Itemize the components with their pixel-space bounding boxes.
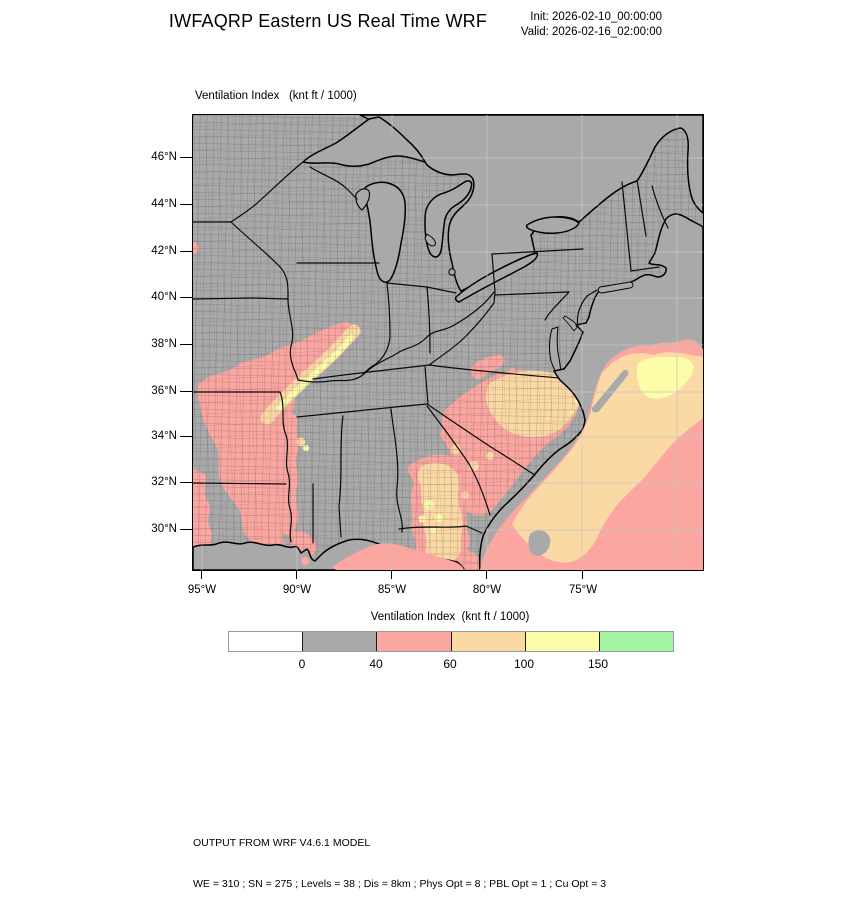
map-canvas bbox=[193, 115, 703, 570]
colorbar bbox=[228, 631, 674, 652]
lon-tick bbox=[486, 571, 488, 579]
lat-tick bbox=[180, 482, 193, 484]
delaware-bay bbox=[562, 315, 579, 332]
lat-tick-label: 44°N bbox=[151, 198, 177, 210]
lat-tick bbox=[180, 251, 193, 253]
valid-time: Valid: 2026-02-16_02:00:00 bbox=[520, 25, 662, 38]
colorbar-tick-label: 0 bbox=[298, 657, 306, 671]
lat-tick-label: 34°N bbox=[151, 430, 177, 442]
lat-tick bbox=[180, 344, 193, 346]
lake-st-clair bbox=[448, 268, 456, 276]
lat-tick bbox=[180, 391, 193, 393]
lake-ontario bbox=[525, 216, 580, 234]
run-times: Init: 2026-02-10_00:00:00 Valid: 2026-02… bbox=[521, 10, 662, 39]
model-info-line1: OUTPUT FROM WRF V4.6.1 MODEL bbox=[193, 837, 371, 850]
lon-tick-label: 95°W bbox=[187, 584, 217, 596]
lat-tick-label: 38°N bbox=[151, 338, 177, 350]
lon-tick-label: 80°W bbox=[472, 584, 502, 596]
init-time: Init: 2026-02-10_00:00:00 bbox=[530, 11, 662, 23]
lon-tick bbox=[296, 571, 298, 579]
lat-tick-label: 46°N bbox=[151, 151, 177, 163]
lake-erie bbox=[454, 252, 539, 303]
lon-tick bbox=[582, 571, 584, 579]
lon-tick bbox=[391, 571, 393, 579]
lat-tick-label: 30°N bbox=[151, 523, 177, 535]
lon-tick bbox=[201, 571, 203, 579]
colorbar-segment bbox=[229, 632, 303, 651]
wrf-plot-page: { "colors": { "gray": "#a9a9a9", "pink":… bbox=[151, 10, 704, 890]
field-label: Ventilation Index (knt ft / 1000) bbox=[195, 90, 357, 102]
green-bay bbox=[355, 188, 371, 211]
lat-tick-label: 36°N bbox=[151, 385, 177, 397]
map-frame bbox=[192, 114, 704, 571]
lon-tick-label: 90°W bbox=[282, 584, 312, 596]
lake-superior bbox=[302, 116, 426, 167]
colorbar-tick-label: 60 bbox=[443, 657, 457, 671]
model-info: OUTPUT FROM WRF V4.6.1 MODEL WE = 310 ; … bbox=[193, 810, 606, 905]
colorbar-tick-label: 40 bbox=[369, 657, 383, 671]
colorbar-segment bbox=[302, 632, 377, 651]
colorbar-tick-label: 100 bbox=[513, 657, 535, 671]
lat-tick-label: 40°N bbox=[151, 291, 177, 303]
colorbar-segment bbox=[376, 632, 451, 651]
colorbar-segment bbox=[598, 632, 674, 651]
page-title: IWFAQRP Eastern US Real Time WRF bbox=[168, 11, 488, 31]
lon-tick-label: 75°W bbox=[568, 584, 598, 596]
colorbar-tick-label: 150 bbox=[587, 657, 609, 671]
colorbar-segment bbox=[450, 632, 525, 651]
lat-tick-label: 42°N bbox=[151, 245, 177, 257]
vi-ocean-regions bbox=[301, 339, 703, 570]
lat-tick bbox=[180, 436, 193, 438]
colorbar-segment bbox=[524, 632, 599, 651]
lat-tick bbox=[180, 529, 193, 531]
lat-tick bbox=[180, 204, 193, 206]
lon-tick-label: 85°W bbox=[377, 584, 407, 596]
lat-tick-label: 32°N bbox=[151, 476, 177, 488]
lat-tick bbox=[180, 297, 193, 299]
lat-tick bbox=[180, 157, 193, 159]
long-island bbox=[597, 281, 634, 294]
state-borders bbox=[193, 161, 669, 544]
saginaw-bay bbox=[424, 233, 436, 247]
colorbar-title: Ventilation Index (knt ft / 1000) bbox=[370, 611, 530, 623]
model-info-line2: WE = 310 ; SN = 275 ; Levels = 38 ; Dis … bbox=[193, 877, 607, 890]
